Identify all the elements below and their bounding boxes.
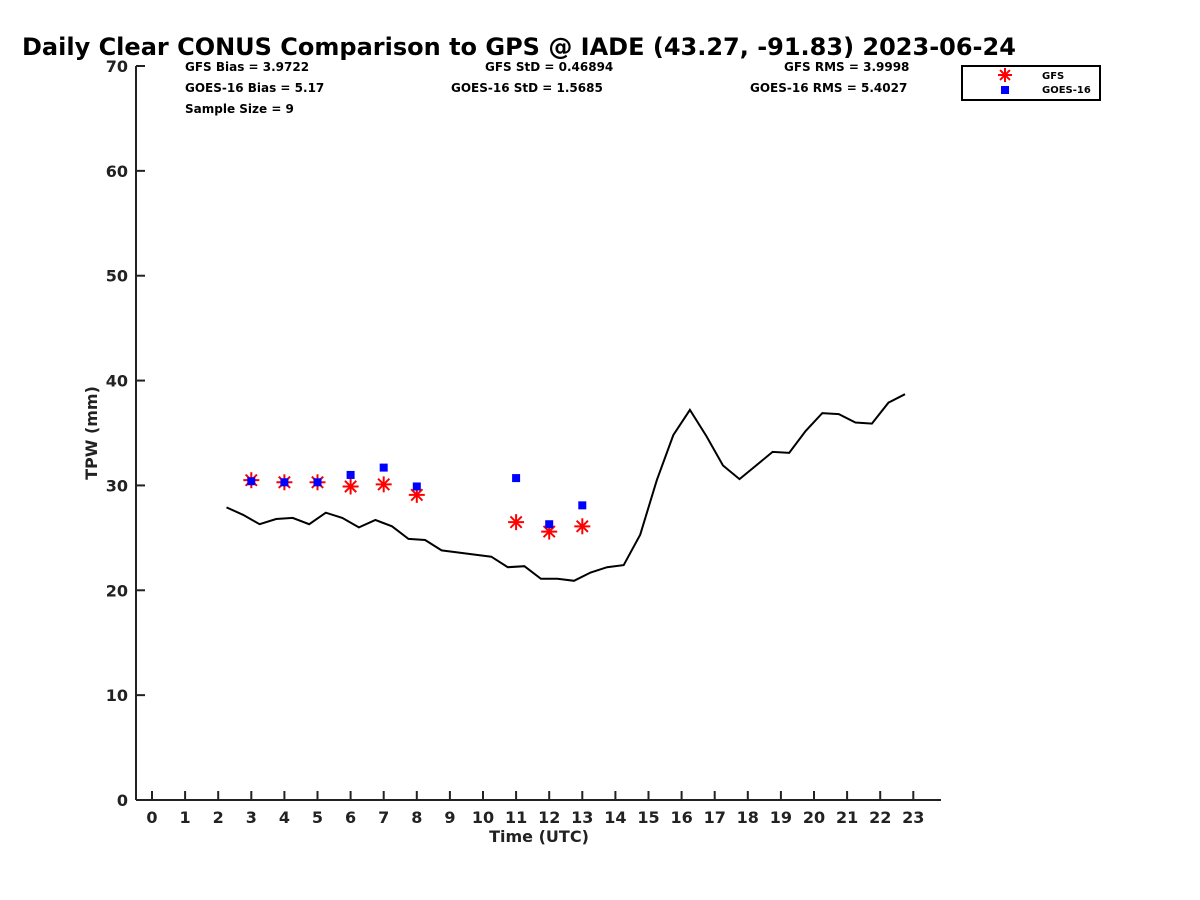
x-tick-label: 0 xyxy=(146,808,157,827)
x-tick-label: 17 xyxy=(704,808,726,827)
gfs-point xyxy=(574,518,591,535)
x-tick-label: 14 xyxy=(604,808,626,827)
x-tick-label: 4 xyxy=(279,808,290,827)
x-tick-label: 1 xyxy=(180,808,191,827)
y-tick-label: 40 xyxy=(106,372,128,391)
sample-size-stat: Sample Size = 9 xyxy=(185,102,294,116)
x-tick-label: 22 xyxy=(869,808,891,827)
y-tick-label: 0 xyxy=(117,791,128,810)
gfs-std-stat: GFS StD = 0.46894 xyxy=(485,60,613,74)
x-tick-label: 7 xyxy=(378,808,389,827)
y-tick-label: 70 xyxy=(106,57,128,76)
gfs-point xyxy=(375,476,392,493)
x-tick-label: 13 xyxy=(571,808,593,827)
x-axis-label: Time (UTC) xyxy=(489,827,589,846)
y-tick-label: 50 xyxy=(106,267,128,286)
legend-box xyxy=(961,65,1101,101)
goes-point xyxy=(545,520,554,529)
goes-point xyxy=(379,463,388,472)
x-tick-label: 18 xyxy=(737,808,759,827)
y-tick-label: 20 xyxy=(106,581,128,600)
chart-title: Daily Clear CONUS Comparison to GPS @ IA… xyxy=(22,33,1016,61)
x-tick-label: 6 xyxy=(345,808,356,827)
goes-point xyxy=(313,478,322,487)
x-tick-label: 23 xyxy=(902,808,924,827)
goes-point xyxy=(247,477,256,486)
x-tick-label: 10 xyxy=(472,808,494,827)
x-tick-label: 5 xyxy=(312,808,323,827)
legend: GFS GOES-16 xyxy=(961,65,1101,101)
goes-point xyxy=(578,501,587,510)
goes-std-stat: GOES-16 StD = 1.5685 xyxy=(451,81,603,95)
legend-gfs-asterisk xyxy=(998,68,1012,82)
x-tick-label: 12 xyxy=(538,808,560,827)
legend-gfs-label: GFS xyxy=(1042,71,1064,82)
x-tick-label: 2 xyxy=(213,808,224,827)
y-tick-label: 10 xyxy=(106,686,128,705)
goes-point xyxy=(412,482,421,491)
goes-rms-stat: GOES-16 RMS = 5.4027 xyxy=(750,81,907,95)
x-tick-label: 15 xyxy=(637,808,659,827)
x-tick-label: 9 xyxy=(444,808,455,827)
legend-goes-marker xyxy=(1001,86,1009,94)
goes-point xyxy=(512,474,521,483)
x-tick-label: 8 xyxy=(411,808,422,827)
x-tick-label: 3 xyxy=(246,808,257,827)
legend-goes-label: GOES-16 xyxy=(1042,85,1091,96)
y-tick-label: 60 xyxy=(106,162,128,181)
x-tick-label: 20 xyxy=(803,808,825,827)
gfs-bias-stat: GFS Bias = 3.9722 xyxy=(185,60,309,74)
x-tick-label: 19 xyxy=(770,808,792,827)
legend-goes-square xyxy=(1001,86,1009,94)
x-tick-label: 21 xyxy=(836,808,858,827)
gps-series xyxy=(226,393,906,582)
y-tick-label: 30 xyxy=(106,476,128,495)
x-tick-label: 16 xyxy=(670,808,692,827)
gfs-point xyxy=(508,514,525,531)
gfs-series xyxy=(243,472,591,540)
goes-point xyxy=(280,478,289,487)
goes-series xyxy=(247,463,587,529)
gfs-point xyxy=(342,478,359,495)
y-axis-label: TPW (mm) xyxy=(82,386,101,480)
x-tick-label: 11 xyxy=(505,808,527,827)
goes-point xyxy=(346,470,355,479)
gps-line xyxy=(226,393,906,582)
gfs-rms-stat: GFS RMS = 3.9998 xyxy=(784,60,909,74)
legend-gfs-marker xyxy=(998,68,1012,82)
goes-bias-stat: GOES-16 Bias = 5.17 xyxy=(185,81,324,95)
